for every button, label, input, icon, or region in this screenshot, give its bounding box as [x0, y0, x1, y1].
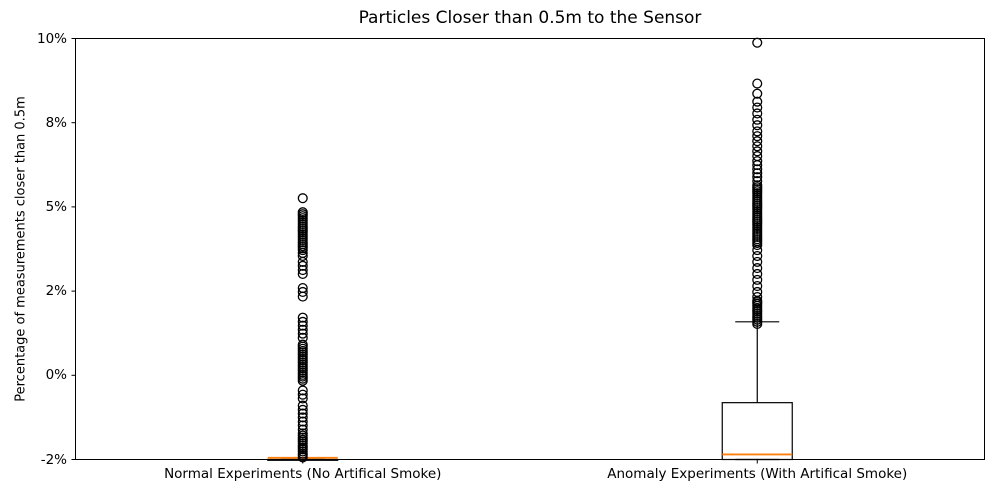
outlier-point	[297, 412, 308, 423]
outlier-point	[752, 141, 763, 152]
outlier-point	[297, 316, 308, 327]
y-tick-label: 8%	[45, 114, 67, 131]
outlier-point	[752, 274, 763, 285]
outlier-point	[297, 328, 308, 339]
outlier-point	[297, 193, 308, 204]
outlier-point	[752, 136, 763, 147]
y-tick-label: 2%	[45, 283, 67, 300]
outlier-point	[297, 400, 308, 411]
outlier-point	[297, 324, 308, 335]
outlier-point	[297, 291, 308, 302]
outlier-point	[297, 389, 308, 400]
outlier-point	[297, 320, 308, 331]
outlier-point	[752, 120, 763, 131]
outlier-point	[752, 108, 763, 119]
outlier-point	[297, 268, 308, 280]
outlier-point	[297, 312, 308, 323]
axes-spines	[75, 38, 985, 460]
outlier-point	[752, 78, 763, 89]
outlier-point	[297, 260, 308, 271]
outlier-point	[752, 160, 763, 171]
outlier-point	[297, 264, 308, 276]
outlier-point	[752, 88, 763, 99]
outlier-point	[297, 250, 308, 262]
outlier-point	[752, 96, 763, 107]
outlier-point	[297, 416, 308, 427]
outlier-point	[752, 318, 763, 329]
outlier-point	[752, 176, 763, 187]
outlier-point	[297, 408, 308, 419]
outlier-point	[752, 280, 763, 292]
outlier-point	[752, 102, 763, 113]
outlier-point	[752, 263, 763, 274]
outlier-point	[297, 393, 308, 404]
outlier-point	[752, 156, 763, 167]
outlier-point	[297, 286, 308, 297]
outlier-point	[752, 245, 763, 256]
outlier-point	[752, 256, 763, 267]
outlier-point	[752, 240, 763, 251]
outlier-point	[752, 146, 763, 157]
x-tick-label: Anomaly Experiments (With Artifical Smok…	[607, 466, 908, 482]
x-tick-label: Normal Experiments (No Artifical Smoke)	[164, 466, 442, 482]
outlier-point	[297, 420, 308, 431]
outlier-point	[297, 452, 308, 463]
outlier-point	[752, 268, 763, 280]
outlier-point	[752, 286, 763, 297]
outlier-point	[297, 424, 308, 435]
outlier-point	[752, 114, 763, 125]
box	[721, 402, 793, 461]
outlier-point	[297, 404, 308, 415]
outlier-point	[297, 375, 308, 386]
outlier-point	[752, 168, 763, 179]
outlier-point	[297, 245, 308, 256]
outlier-point	[752, 37, 763, 48]
outlier-point	[752, 131, 763, 142]
chart-title: Particles Closer than 0.5m to the Sensor	[358, 8, 702, 28]
y-tick-label: -2%	[40, 451, 67, 468]
y-tick-label: 5%	[45, 198, 67, 215]
outlier-point	[297, 256, 308, 267]
y-tick-label: 0%	[45, 367, 67, 384]
y-tick-label: 10%	[36, 30, 67, 47]
outlier-point	[752, 172, 763, 183]
outlier-point	[297, 385, 308, 396]
outlier-point	[752, 126, 763, 137]
outlier-point	[752, 250, 763, 262]
outlier-point	[752, 164, 763, 175]
